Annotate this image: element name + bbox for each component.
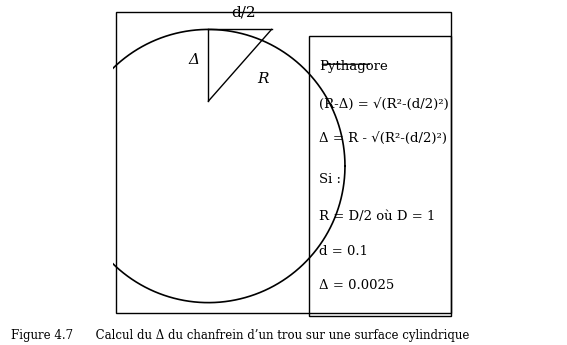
Text: Pythagore: Pythagore — [319, 60, 388, 73]
Text: Δ: Δ — [189, 52, 200, 67]
Text: (R-Δ) = √(R²-(d/2)²): (R-Δ) = √(R²-(d/2)²) — [319, 98, 449, 111]
Text: R = D/2 où D = 1: R = D/2 où D = 1 — [319, 210, 435, 224]
Text: d = 0.1: d = 0.1 — [319, 245, 369, 258]
Bar — [116, 12, 451, 313]
Text: R: R — [257, 72, 269, 86]
Text: Δ = R - √(R²-(d/2)²): Δ = R - √(R²-(d/2)²) — [319, 132, 447, 145]
Text: Figure 4.7      Calcul du Δ du chanfrein d’un trou sur une surface cylindrique: Figure 4.7 Calcul du Δ du chanfrein d’un… — [11, 328, 469, 342]
Text: Si :: Si : — [319, 173, 341, 186]
Text: d/2: d/2 — [231, 5, 255, 19]
Text: Δ = 0.0025: Δ = 0.0025 — [319, 279, 395, 292]
Bar — [309, 36, 451, 316]
